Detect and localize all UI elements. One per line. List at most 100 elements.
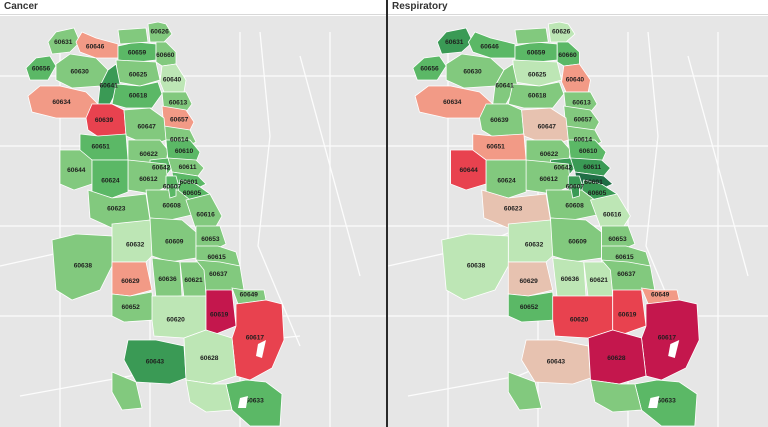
water-body xyxy=(238,396,248,408)
zip-area-60624[interactable] xyxy=(91,159,129,199)
zip-label: 60618 xyxy=(129,92,148,99)
zip-area-60626[interactable] xyxy=(147,21,173,43)
zip-label: 60622 xyxy=(540,151,559,158)
zip-area-60610[interactable] xyxy=(567,139,607,163)
zip-label: 60634 xyxy=(443,99,462,106)
zip-label: 60605 xyxy=(588,190,607,197)
zip-label: 60617 xyxy=(658,335,677,342)
zip-label: 60601 xyxy=(584,179,603,186)
water-body xyxy=(256,340,266,358)
zip-label: 60647 xyxy=(138,124,157,131)
zip-label: 60636 xyxy=(561,276,580,283)
zip-label: 60614 xyxy=(170,137,189,144)
zip-area-60606[interactable] xyxy=(570,185,580,199)
zip-area-60610[interactable] xyxy=(165,139,201,163)
zip-label: 60621 xyxy=(184,277,203,284)
zip-label: 60646 xyxy=(480,44,499,51)
zip-label: 60630 xyxy=(463,69,482,76)
zip-label: 60653 xyxy=(201,236,220,243)
respiratory-choropleth-map[interactable]: 60631 60646 60659 60626 60660 60656 60630 60625… xyxy=(388,16,768,427)
zip-area-60626[interactable] xyxy=(547,21,576,43)
zip-label: 60619 xyxy=(618,311,637,318)
zip-label: 60618 xyxy=(528,92,547,99)
zip-label: 60609 xyxy=(568,238,587,245)
zip-label: 60644 xyxy=(67,167,86,174)
zip-area-60616[interactable] xyxy=(589,193,631,231)
zip-label: 60637 xyxy=(209,271,228,278)
zip-label: 60632 xyxy=(525,241,544,248)
zip-label: 60638 xyxy=(467,262,486,269)
zip-area-60649[interactable] xyxy=(231,287,267,305)
zip-area-60611[interactable] xyxy=(569,157,611,177)
zip-label: 60619 xyxy=(210,311,229,318)
zip-label: 60636 xyxy=(158,276,177,283)
zip-label: 60631 xyxy=(445,39,464,46)
zip-area-60645[interactable] xyxy=(117,27,149,45)
zip-label: 60633 xyxy=(245,398,264,405)
zip-label: 60625 xyxy=(528,71,547,78)
zip-area-60619[interactable] xyxy=(612,289,647,335)
zip-area-60655[interactable] xyxy=(507,371,543,411)
zip-area-60629[interactable] xyxy=(507,261,554,297)
zip-label: 60644 xyxy=(460,167,479,174)
map-canvas: 60631 60646 60659 60626 60660 60656 60630 60625… xyxy=(0,16,386,427)
zip-label: 60620 xyxy=(167,317,186,324)
zip-area-60611[interactable] xyxy=(167,157,205,177)
panel-title-respiratory: Respiratory xyxy=(392,1,448,12)
zip-area-60616[interactable] xyxy=(185,193,223,231)
zip-label: 60643 xyxy=(146,359,165,366)
zip-area-60827[interactable] xyxy=(185,379,233,413)
zip-label: 60625 xyxy=(129,71,148,78)
zip-label: 60610 xyxy=(175,148,194,155)
zip-area-60619[interactable] xyxy=(205,289,237,335)
zip-label: 60643 xyxy=(547,359,566,366)
zip-area-60633[interactable] xyxy=(634,379,698,427)
zip-label: 60656 xyxy=(420,65,439,72)
zip-label: 60640 xyxy=(566,77,585,84)
zip-area-60617[interactable] xyxy=(641,299,700,381)
zip-label: 60633 xyxy=(657,398,676,405)
zip-area-60624[interactable] xyxy=(485,159,527,199)
zip-label: 60628 xyxy=(607,355,626,362)
zip-label: 60629 xyxy=(121,278,140,285)
zip-label: 60615 xyxy=(208,254,227,261)
zip-label: 60646 xyxy=(86,44,105,51)
zip-label: 60621 xyxy=(590,277,609,284)
zip-label: 60611 xyxy=(179,164,197,171)
zip-area-60649[interactable] xyxy=(640,287,680,305)
zip-area-60606[interactable] xyxy=(167,185,177,199)
zip-label: 60616 xyxy=(603,211,622,218)
panel-divider xyxy=(386,0,388,427)
zip-label: 60642 xyxy=(152,165,171,172)
zip-area-60629[interactable] xyxy=(111,261,153,297)
zip-area-60638[interactable] xyxy=(441,233,509,301)
zip-area-60633[interactable] xyxy=(225,379,283,427)
zip-label: 60638 xyxy=(74,262,93,269)
zip-label: 60608 xyxy=(163,203,182,210)
zip-label: 60647 xyxy=(538,124,557,131)
zip-label: 60659 xyxy=(527,50,546,57)
zip-label: 60611 xyxy=(583,164,601,171)
zip-area-60618[interactable] xyxy=(111,81,163,109)
zip-area-60638[interactable] xyxy=(51,233,113,301)
zip-area-60645[interactable] xyxy=(514,27,549,45)
zip-area-60827[interactable] xyxy=(589,379,643,413)
cancer-panel: Cancer 60631 60646 60659 60626 60660 60656 606… xyxy=(0,0,386,427)
zip-area-60617[interactable] xyxy=(231,299,285,381)
zip-label: 60607 xyxy=(566,184,585,191)
zip-label: 60626 xyxy=(151,29,170,36)
zip-area-60655[interactable] xyxy=(111,371,143,411)
zip-label: 60639 xyxy=(490,117,509,124)
zip-area-60643[interactable] xyxy=(521,339,591,385)
cancer-choropleth-map[interactable]: 60631 60646 60659 60626 60660 60656 60630 60625… xyxy=(0,16,386,427)
zip-area-60618[interactable] xyxy=(507,81,565,109)
respiratory-panel: Respiratory 60631 60646 60659 60626 60660 606… xyxy=(388,0,768,427)
zip-label: 60613 xyxy=(572,100,591,107)
zip-area-60643[interactable] xyxy=(123,339,187,385)
title-divider xyxy=(388,14,768,15)
zip-label: 60630 xyxy=(71,69,90,76)
zip-label: 60612 xyxy=(540,176,559,183)
zip-label: 60640 xyxy=(163,77,182,84)
water-body xyxy=(668,340,680,358)
zip-label: 60610 xyxy=(579,148,598,155)
